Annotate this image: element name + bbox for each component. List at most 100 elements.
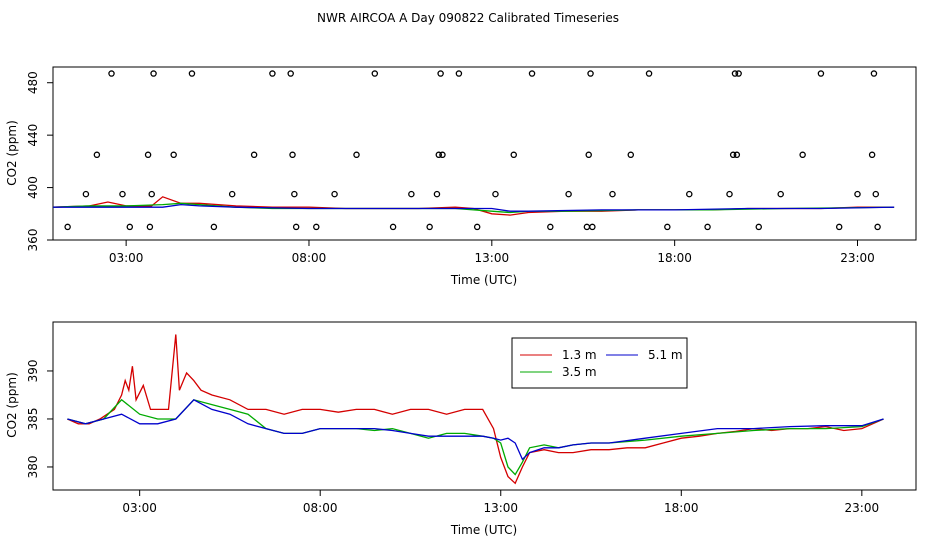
scatter-point — [686, 190, 693, 198]
scatter-point — [292, 223, 300, 231]
top-series-5-1-m — [53, 203, 895, 212]
scatter-point — [473, 223, 481, 231]
legend-label-1-3m: 1.3 m — [562, 348, 597, 362]
scatter-point — [627, 151, 635, 159]
scatter-point — [733, 151, 741, 159]
top-xtick-label: 23:00 — [840, 251, 875, 265]
scatter-point — [437, 70, 444, 77]
scatter-point — [389, 223, 397, 231]
bottom-series-1-3-m — [67, 334, 884, 485]
scatter-point — [119, 190, 126, 198]
scatter-point — [289, 151, 296, 159]
scatter-point — [210, 223, 218, 231]
scatter-point — [547, 223, 554, 231]
scatter-point — [313, 223, 320, 231]
scatter-point — [126, 223, 134, 231]
scatter-point — [269, 70, 276, 77]
scatter-point — [645, 70, 653, 77]
scatter-point — [817, 70, 825, 77]
chart-title: NWR AIRCOA A Day 090822 Calibrated Times… — [317, 11, 619, 25]
top-panel: 03:00 08:00 13:00 18:00 23:00 360 400 440 480 T… — [5, 66, 917, 287]
bottom-xtick-label: 23:00 — [845, 501, 880, 515]
scatter-point — [433, 190, 441, 198]
scatter-point — [170, 151, 177, 159]
scatter-point — [726, 190, 733, 198]
bottom-y-axis: 380 385 390 — [26, 360, 53, 479]
top-plot-frame — [52, 66, 917, 241]
legend-label-3-5m: 3.5 m — [562, 365, 597, 379]
scatter-point — [589, 223, 596, 231]
scatter-point — [250, 151, 258, 159]
scatter-point — [93, 151, 101, 159]
scatter-point — [731, 70, 739, 77]
scatter-point — [108, 70, 115, 77]
scatter-point — [188, 70, 196, 77]
top-scatter-points — [64, 70, 881, 231]
scatter-point — [228, 190, 236, 198]
top-y-axis: 360 400 440 480 — [26, 71, 53, 251]
scatter-point — [371, 70, 379, 77]
scatter-point — [565, 190, 572, 198]
top-y-axis-label: CO2 (ppm) — [5, 120, 19, 186]
bottom-xtick-label: 13:00 — [483, 501, 518, 515]
top-ytick-label: 480 — [26, 71, 40, 94]
top-ytick-label: 440 — [26, 124, 40, 147]
scatter-point — [609, 190, 616, 198]
scatter-point — [735, 70, 742, 77]
scatter-point — [426, 223, 433, 231]
top-xtick-label: 03:00 — [109, 251, 144, 265]
scatter-point — [870, 70, 878, 77]
scatter-point — [664, 223, 671, 231]
top-xtick-label: 08:00 — [292, 251, 327, 265]
scatter-point — [585, 151, 592, 159]
scatter-point — [755, 223, 763, 231]
scatter-point — [872, 190, 880, 198]
scatter-point — [148, 190, 155, 198]
scatter-point — [144, 151, 152, 159]
scatter-point — [835, 223, 843, 231]
scatter-point — [704, 223, 711, 231]
scatter-point — [150, 70, 157, 77]
bottom-series-5-1-m — [67, 398, 884, 461]
scatter-point — [455, 70, 463, 77]
scatter-point — [874, 223, 881, 231]
top-series-group — [52, 196, 895, 216]
bottom-panel: 03:00 08:00 13:00 18:00 23:00 380 385 390 Time… — [5, 321, 917, 537]
scatter-point — [854, 190, 861, 198]
bottom-ytick-label: 385 — [26, 408, 40, 431]
top-xtick-label: 13:00 — [475, 251, 510, 265]
scatter-point — [64, 223, 71, 231]
scatter-point — [587, 70, 594, 77]
bottom-xtick-label: 08:00 — [303, 501, 338, 515]
scatter-point — [799, 151, 806, 159]
scatter-point — [408, 190, 415, 198]
top-ytick-label: 360 — [26, 229, 40, 252]
scatter-point — [291, 190, 298, 198]
scatter-point — [82, 190, 90, 198]
top-x-axis-label: Time (UTC) — [450, 273, 517, 287]
scatter-point — [146, 223, 154, 231]
top-series-1-3-m — [52, 196, 895, 216]
scatter-point — [353, 151, 360, 159]
top-xtick-label: 18:00 — [657, 251, 692, 265]
bottom-series-group — [67, 334, 884, 485]
bottom-ytick-label: 390 — [26, 360, 40, 383]
legend-label-5-1m: 5.1 m — [648, 348, 683, 362]
top-x-axis: 03:00 08:00 13:00 18:00 23:00 — [109, 240, 875, 265]
top-ytick-label: 400 — [26, 176, 40, 199]
bottom-ytick-label: 380 — [26, 456, 40, 479]
bottom-plot-frame — [52, 321, 917, 491]
scatter-point — [439, 151, 446, 159]
bottom-xtick-label: 18:00 — [664, 501, 699, 515]
legend: 1.3 m 5.1 m 3.5 m — [511, 337, 688, 389]
scatter-point — [729, 151, 737, 159]
bottom-xtick-label: 03:00 — [122, 501, 157, 515]
bottom-x-axis: 03:00 08:00 13:00 18:00 23:00 — [122, 490, 879, 515]
scatter-point — [331, 190, 338, 198]
bottom-series-3-5-m — [67, 398, 884, 476]
scatter-point — [777, 190, 784, 198]
scatter-point — [492, 190, 499, 198]
scatter-point — [868, 151, 876, 159]
scatter-point — [435, 151, 443, 159]
